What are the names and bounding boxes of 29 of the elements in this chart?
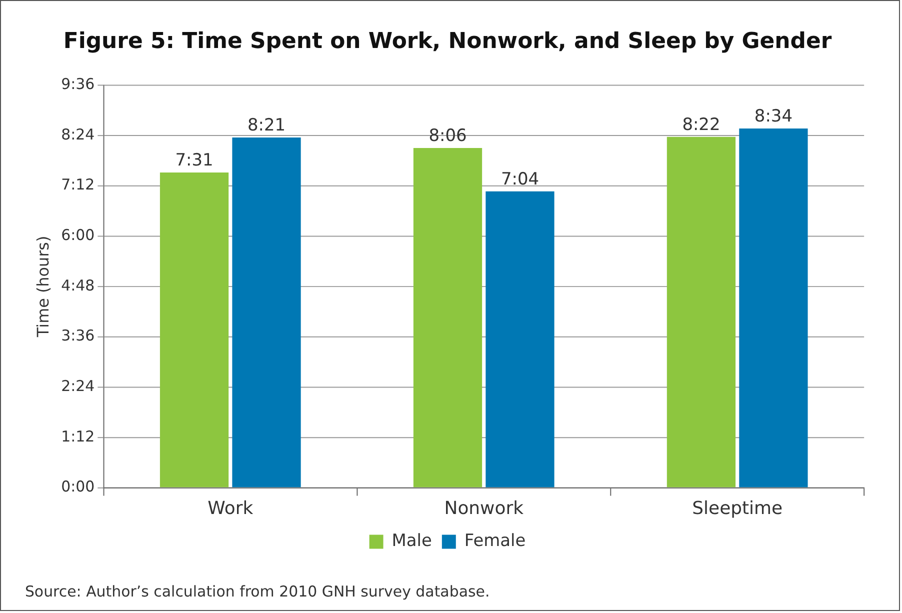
y-tick-label: 1:12 [61, 427, 95, 446]
data-label: 7:04 [500, 168, 540, 188]
data-label: 8:06 [428, 124, 467, 145]
x-tick-label: Work [208, 498, 254, 520]
y-tick-label: 3:36 [61, 326, 95, 345]
y-tick-label: 9:36 [61, 75, 95, 93]
data-label: 8:21 [247, 114, 286, 134]
x-tick-label: Sleeptime [692, 498, 783, 520]
bar [413, 148, 482, 488]
chart-title: Figure 5: Time Spent on Work, Nonwork, and Sleep by Gender [63, 28, 832, 54]
data-label: 8:34 [754, 105, 792, 126]
y-tick-label: 4:48 [61, 276, 95, 294]
y-axis-title: Time (hours) [34, 236, 53, 338]
data-label: 8:22 [682, 114, 720, 134]
y-tick-label: 7:12 [61, 176, 95, 194]
y-tick-label: 8:24 [61, 125, 95, 144]
bar [666, 136, 736, 488]
y-tick-label: 6:00 [61, 226, 95, 244]
data-label: 7:31 [175, 149, 214, 170]
y-tick-label: 0:00 [61, 478, 95, 496]
legend-label: Male [392, 530, 432, 550]
bar [232, 138, 301, 488]
source-note: Source: Author’s calculation from 2010 GNH survey database. [24, 582, 490, 600]
y-tick-label: 2:24 [61, 377, 95, 396]
bar [486, 191, 554, 488]
legend-label: Female [464, 530, 526, 550]
x-tick-label: Nonwork [444, 498, 524, 520]
bar [739, 128, 808, 488]
bar [160, 172, 229, 488]
